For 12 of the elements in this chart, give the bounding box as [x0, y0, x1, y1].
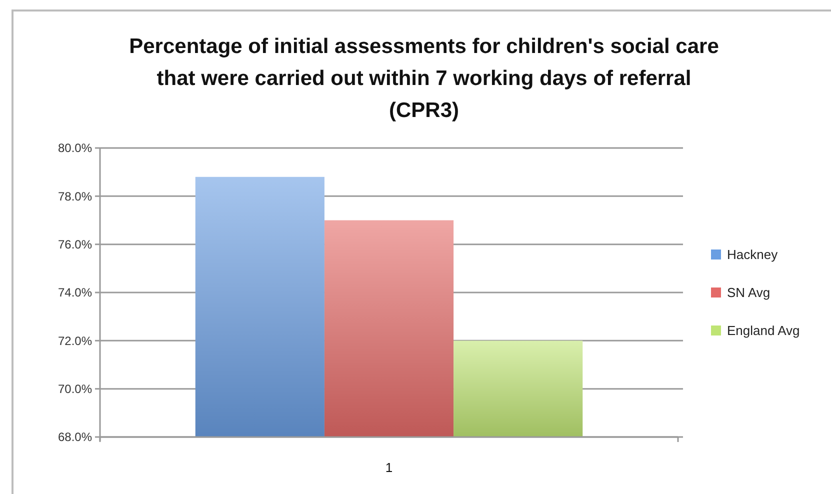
y-tick-label: 68.0%: [58, 430, 92, 444]
y-tick-label: 80.0%: [58, 141, 92, 156]
y-tick-label: 74.0%: [58, 286, 92, 300]
legend-label: England Avg: [727, 323, 800, 338]
y-tick-label: 76.0%: [58, 238, 92, 252]
y-tick-label: 72.0%: [58, 334, 92, 348]
y-tick-label: 70.0%: [58, 382, 92, 396]
chart-title: Percentage of initial assessments for children's social care that were carried out within 7 working days of referral (CPR3): [129, 35, 719, 122]
legend-label: SN Avg: [727, 285, 770, 300]
legend-label: Hackney: [727, 247, 778, 262]
x-tick-label: 1: [385, 460, 393, 475]
y-tick-label: 78.0%: [58, 189, 92, 204]
